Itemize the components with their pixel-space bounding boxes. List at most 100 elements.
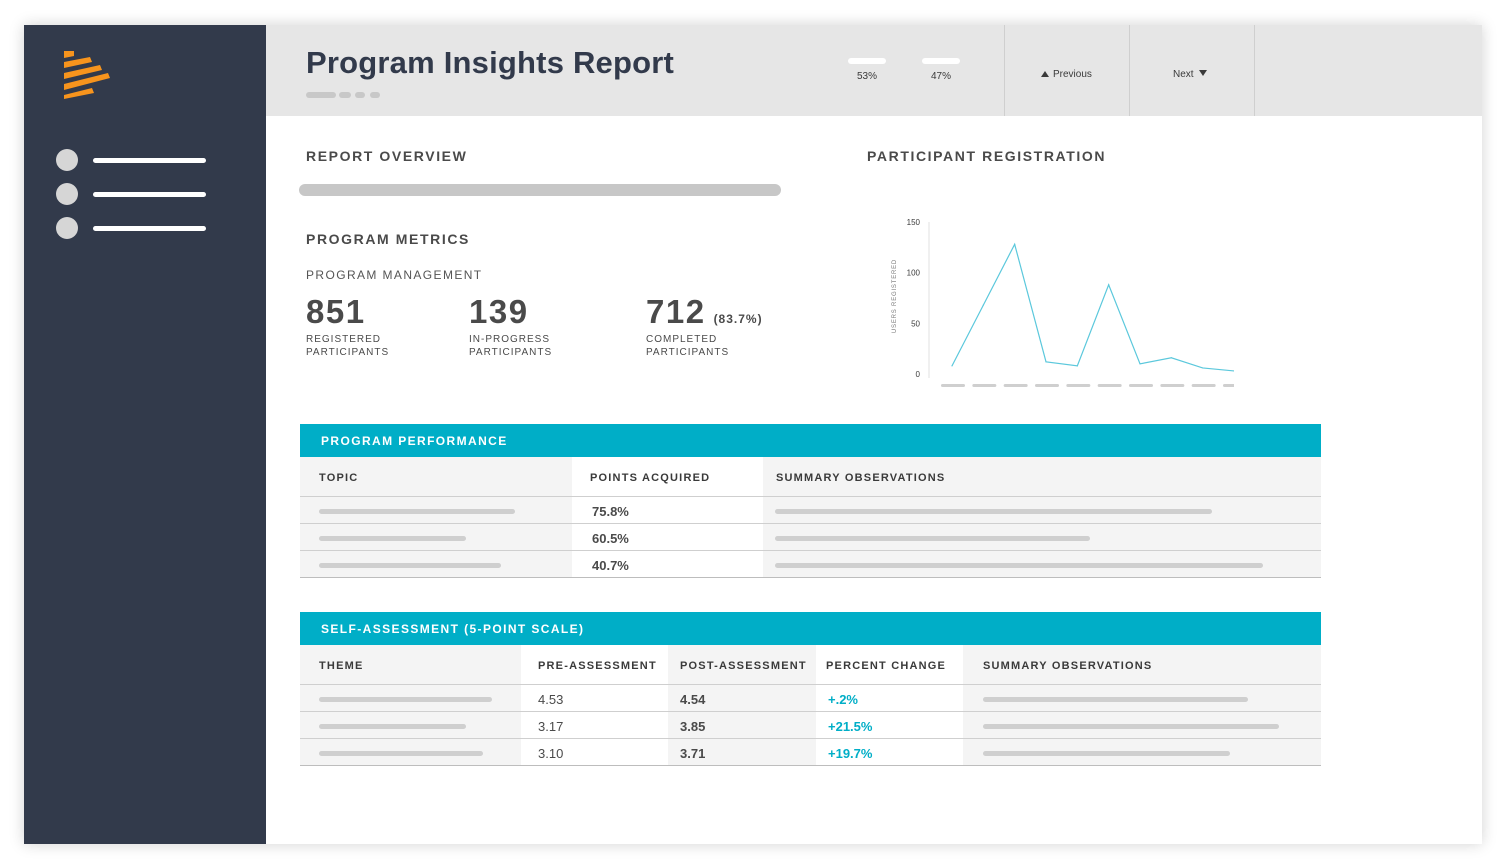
metric-registered: 851 REGISTERED PARTICIPANTS [306, 293, 436, 359]
table-header-row: TOPIC POINTS ACQUIRED SUMMARY OBSERVATIO… [300, 457, 1321, 497]
table-row: 40.7% [300, 551, 1321, 578]
x-tick-label [1066, 384, 1091, 387]
data-point [951, 365, 953, 367]
table-row: 60.5% [300, 524, 1321, 551]
sidebar-item-3[interactable] [56, 217, 226, 239]
x-tick-label [1223, 384, 1234, 387]
x-tick-label [941, 384, 965, 387]
column-header: POINTS ACQUIRED [590, 472, 711, 484]
next-button[interactable]: Next [1173, 69, 1207, 80]
data-point [1139, 363, 1141, 365]
points-cell: 40.7% [592, 558, 629, 573]
topic-placeholder [319, 563, 501, 568]
sidebar-item-placeholder [93, 226, 206, 231]
table-title: PROGRAM PERFORMANCE [300, 424, 1321, 457]
ratio-bar [922, 58, 960, 64]
ratio-indicator-2: 47% [921, 58, 961, 82]
sidebar [24, 25, 266, 844]
ratio-label: 47% [930, 71, 951, 82]
x-tick-label [1035, 384, 1059, 387]
header: Program Insights Report 53% 47% Previous… [266, 25, 1482, 116]
data-point [1233, 370, 1234, 372]
divider [1254, 25, 1255, 116]
x-tick-label [1129, 384, 1153, 387]
observation-placeholder [983, 751, 1230, 756]
percent-change-cell: +21.5% [828, 719, 873, 734]
column-header: TOPIC [319, 472, 359, 484]
post-assessment-cell: 3.85 [680, 719, 706, 734]
participant-registration-title: PARTICIPANT REGISTRATION [867, 148, 1107, 164]
observation-placeholder [775, 563, 1263, 568]
data-point [1045, 361, 1047, 363]
sidebar-item-1[interactable] [56, 149, 226, 171]
metric-value: 712 [646, 293, 706, 330]
column-header: SUMMARY OBSERVATIONS [776, 472, 946, 484]
x-tick-label [1097, 384, 1122, 387]
y-tick-label: 150 [907, 218, 921, 227]
report-overview-title: REPORT OVERVIEW [306, 148, 468, 164]
program-metrics-title: PROGRAM METRICS [306, 231, 470, 247]
table-header-row: THEME PRE-ASSESSMENT POST-ASSESSMENT PER… [300, 645, 1321, 685]
data-point [1170, 357, 1172, 359]
caret-down-icon [1198, 70, 1207, 76]
ratio-indicator-1: 53% [847, 58, 887, 82]
pre-assessment-cell: 3.17 [538, 719, 564, 734]
y-tick-label: 0 [916, 370, 921, 379]
x-tick-label [1191, 384, 1216, 387]
metric-label: IN-PROGRESS PARTICIPANTS [469, 334, 553, 358]
data-point [1108, 284, 1110, 286]
post-assessment-cell: 4.54 [680, 692, 706, 707]
percent-change-cell: +19.7% [828, 746, 873, 761]
table-row: 4.53 4.54 +.2% [300, 685, 1321, 712]
app-window: Program Insights Report 53% 47% Previous… [24, 25, 1482, 844]
logo-icon [64, 51, 110, 99]
caret-up-icon [1041, 71, 1049, 77]
sidebar-item-placeholder [93, 192, 206, 197]
topic-placeholder [319, 509, 515, 514]
previous-label: Previous [1053, 69, 1092, 80]
theme-placeholder [319, 751, 483, 756]
metric-completed: 712 (83.7%) COMPLETED PARTICIPANTS [646, 293, 776, 359]
metric-value: 139 [469, 293, 529, 330]
data-point [1076, 365, 1078, 367]
ratio-label: 53% [856, 71, 877, 82]
sidebar-item-icon [56, 183, 78, 205]
column-header: POST-ASSESSMENT [680, 660, 807, 672]
divider [1129, 25, 1130, 116]
observation-placeholder [775, 536, 1090, 541]
next-label: Next [1173, 69, 1194, 80]
sidebar-item-icon [56, 149, 78, 171]
metric-percent: (83.7%) [713, 312, 763, 326]
y-tick-label: 50 [911, 319, 920, 328]
sidebar-item-2[interactable] [56, 183, 226, 205]
sidebar-item-icon [56, 217, 78, 239]
ratio-bar [848, 58, 886, 64]
observation-placeholder [983, 697, 1248, 702]
x-tick-label [972, 384, 997, 387]
column-header: THEME [319, 660, 364, 672]
x-tick-label [1160, 384, 1185, 387]
points-cell: 60.5% [592, 531, 629, 546]
column-header: PRE-ASSESSMENT [538, 660, 657, 672]
metric-value: 851 [306, 293, 366, 330]
points-cell: 75.8% [592, 504, 629, 519]
overview-placeholder-bar [299, 184, 781, 196]
pre-assessment-cell: 4.53 [538, 692, 564, 707]
observation-placeholder [983, 724, 1279, 729]
metric-label: REGISTERED PARTICIPANTS [306, 334, 390, 358]
data-point [982, 304, 984, 306]
column-header: SUMMARY OBSERVATIONS [983, 660, 1153, 672]
table-row: 75.8% [300, 497, 1321, 524]
metric-label: COMPLETED PARTICIPANTS [646, 334, 730, 358]
percent-change-cell: +.2% [828, 692, 858, 707]
program-management-subhead: PROGRAM MANAGEMENT [306, 268, 483, 282]
y-axis-label: USERS REGISTERED [892, 259, 898, 333]
pre-assessment-cell: 3.10 [538, 746, 564, 761]
series-line [951, 242, 1234, 372]
program-performance-table: PROGRAM PERFORMANCE TOPIC POINTS ACQUIRE… [300, 424, 1321, 578]
page-title: Program Insights Report [306, 45, 675, 80]
self-assessment-table: SELF-ASSESSMENT (5-POINT SCALE) THEME PR… [300, 612, 1321, 766]
previous-button[interactable]: Previous [1041, 69, 1092, 80]
observation-placeholder [775, 509, 1212, 514]
